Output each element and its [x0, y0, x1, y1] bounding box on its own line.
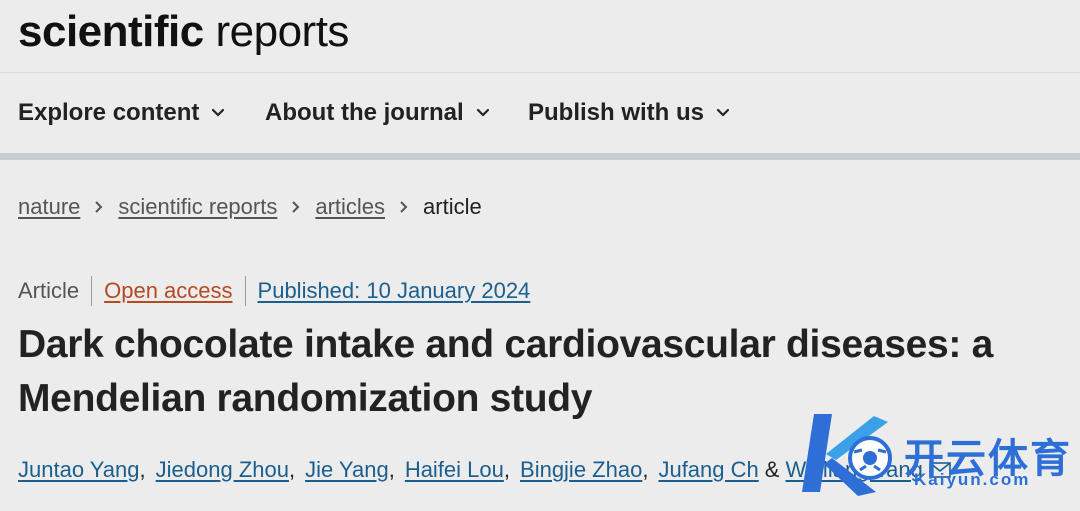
breadcrumb: nature scientific reports articles artic…	[18, 194, 482, 220]
author-comma: ,	[288, 457, 296, 482]
nav-about-journal[interactable]: About the journal	[265, 99, 490, 127]
chevron-right-icon	[95, 201, 103, 213]
author-link[interactable]: Jie Yang	[305, 457, 389, 482]
mail-icon[interactable]	[929, 462, 951, 478]
meta-divider	[244, 276, 246, 306]
meta-divider	[91, 276, 93, 306]
chevron-down-icon	[476, 108, 489, 117]
author-link[interactable]: Jufang Ch	[658, 457, 759, 482]
published-date[interactable]: Published: 10 January 2024	[257, 278, 531, 303]
site-header: scientific reports	[0, 0, 1080, 73]
title-line-1: Dark chocolate intake and cardiovascular…	[18, 323, 994, 366]
chevron-down-icon	[716, 108, 730, 117]
logo-light: reports	[215, 7, 349, 56]
author-comma: ,	[388, 457, 395, 482]
article-title: Dark chocolate intake and cardiovascular…	[18, 318, 1073, 426]
author-link[interactable]: Bingjie Zhao	[520, 457, 643, 482]
author-link[interactable]: Juntao Yang	[18, 457, 140, 482]
author-link[interactable]: Jiedong Zhou	[155, 457, 289, 482]
main-nav: Explore content About the journal Publis…	[0, 73, 1080, 153]
nav-about-label: About the journal	[265, 99, 464, 126]
breadcrumb-current: article	[423, 194, 482, 219]
author-link[interactable]: Haifei Lou	[404, 457, 504, 482]
chevron-right-icon	[292, 201, 300, 213]
nav-divider	[0, 153, 1080, 160]
breadcrumb-articles[interactable]: articles	[315, 194, 386, 219]
nav-publish-label: Publish with us	[528, 99, 705, 126]
nav-publish-with-us[interactable]: Publish with us	[528, 99, 730, 127]
article-type: Article	[18, 278, 80, 303]
open-access-link[interactable]: Open access	[104, 278, 233, 303]
logo-bold: scientific	[18, 7, 204, 56]
chevron-right-icon	[400, 201, 408, 213]
nav-explore-label: Explore content	[18, 99, 200, 126]
author-comma: ,	[642, 457, 649, 482]
breadcrumb-nature[interactable]: nature	[18, 194, 81, 219]
nav-explore-content[interactable]: Explore content	[18, 99, 225, 127]
author-ampersand: &	[764, 457, 780, 482]
title-line-2: Mendelian randomization study	[18, 377, 593, 420]
author-link[interactable]: Weiliang Tang	[785, 457, 923, 482]
chevron-down-icon	[212, 108, 225, 117]
breadcrumb-scientific-reports[interactable]: scientific reports	[118, 194, 278, 219]
scientific-reports-logo[interactable]: scientific reports	[18, 6, 349, 58]
author-comma: ,	[139, 457, 146, 482]
author-list: Juntao Yang, Jiedong Zhou, Jie Yang, Hai…	[18, 457, 951, 483]
article-meta: Article Open access Published: 10 Januar…	[18, 276, 530, 306]
author-comma: ,	[503, 457, 511, 482]
